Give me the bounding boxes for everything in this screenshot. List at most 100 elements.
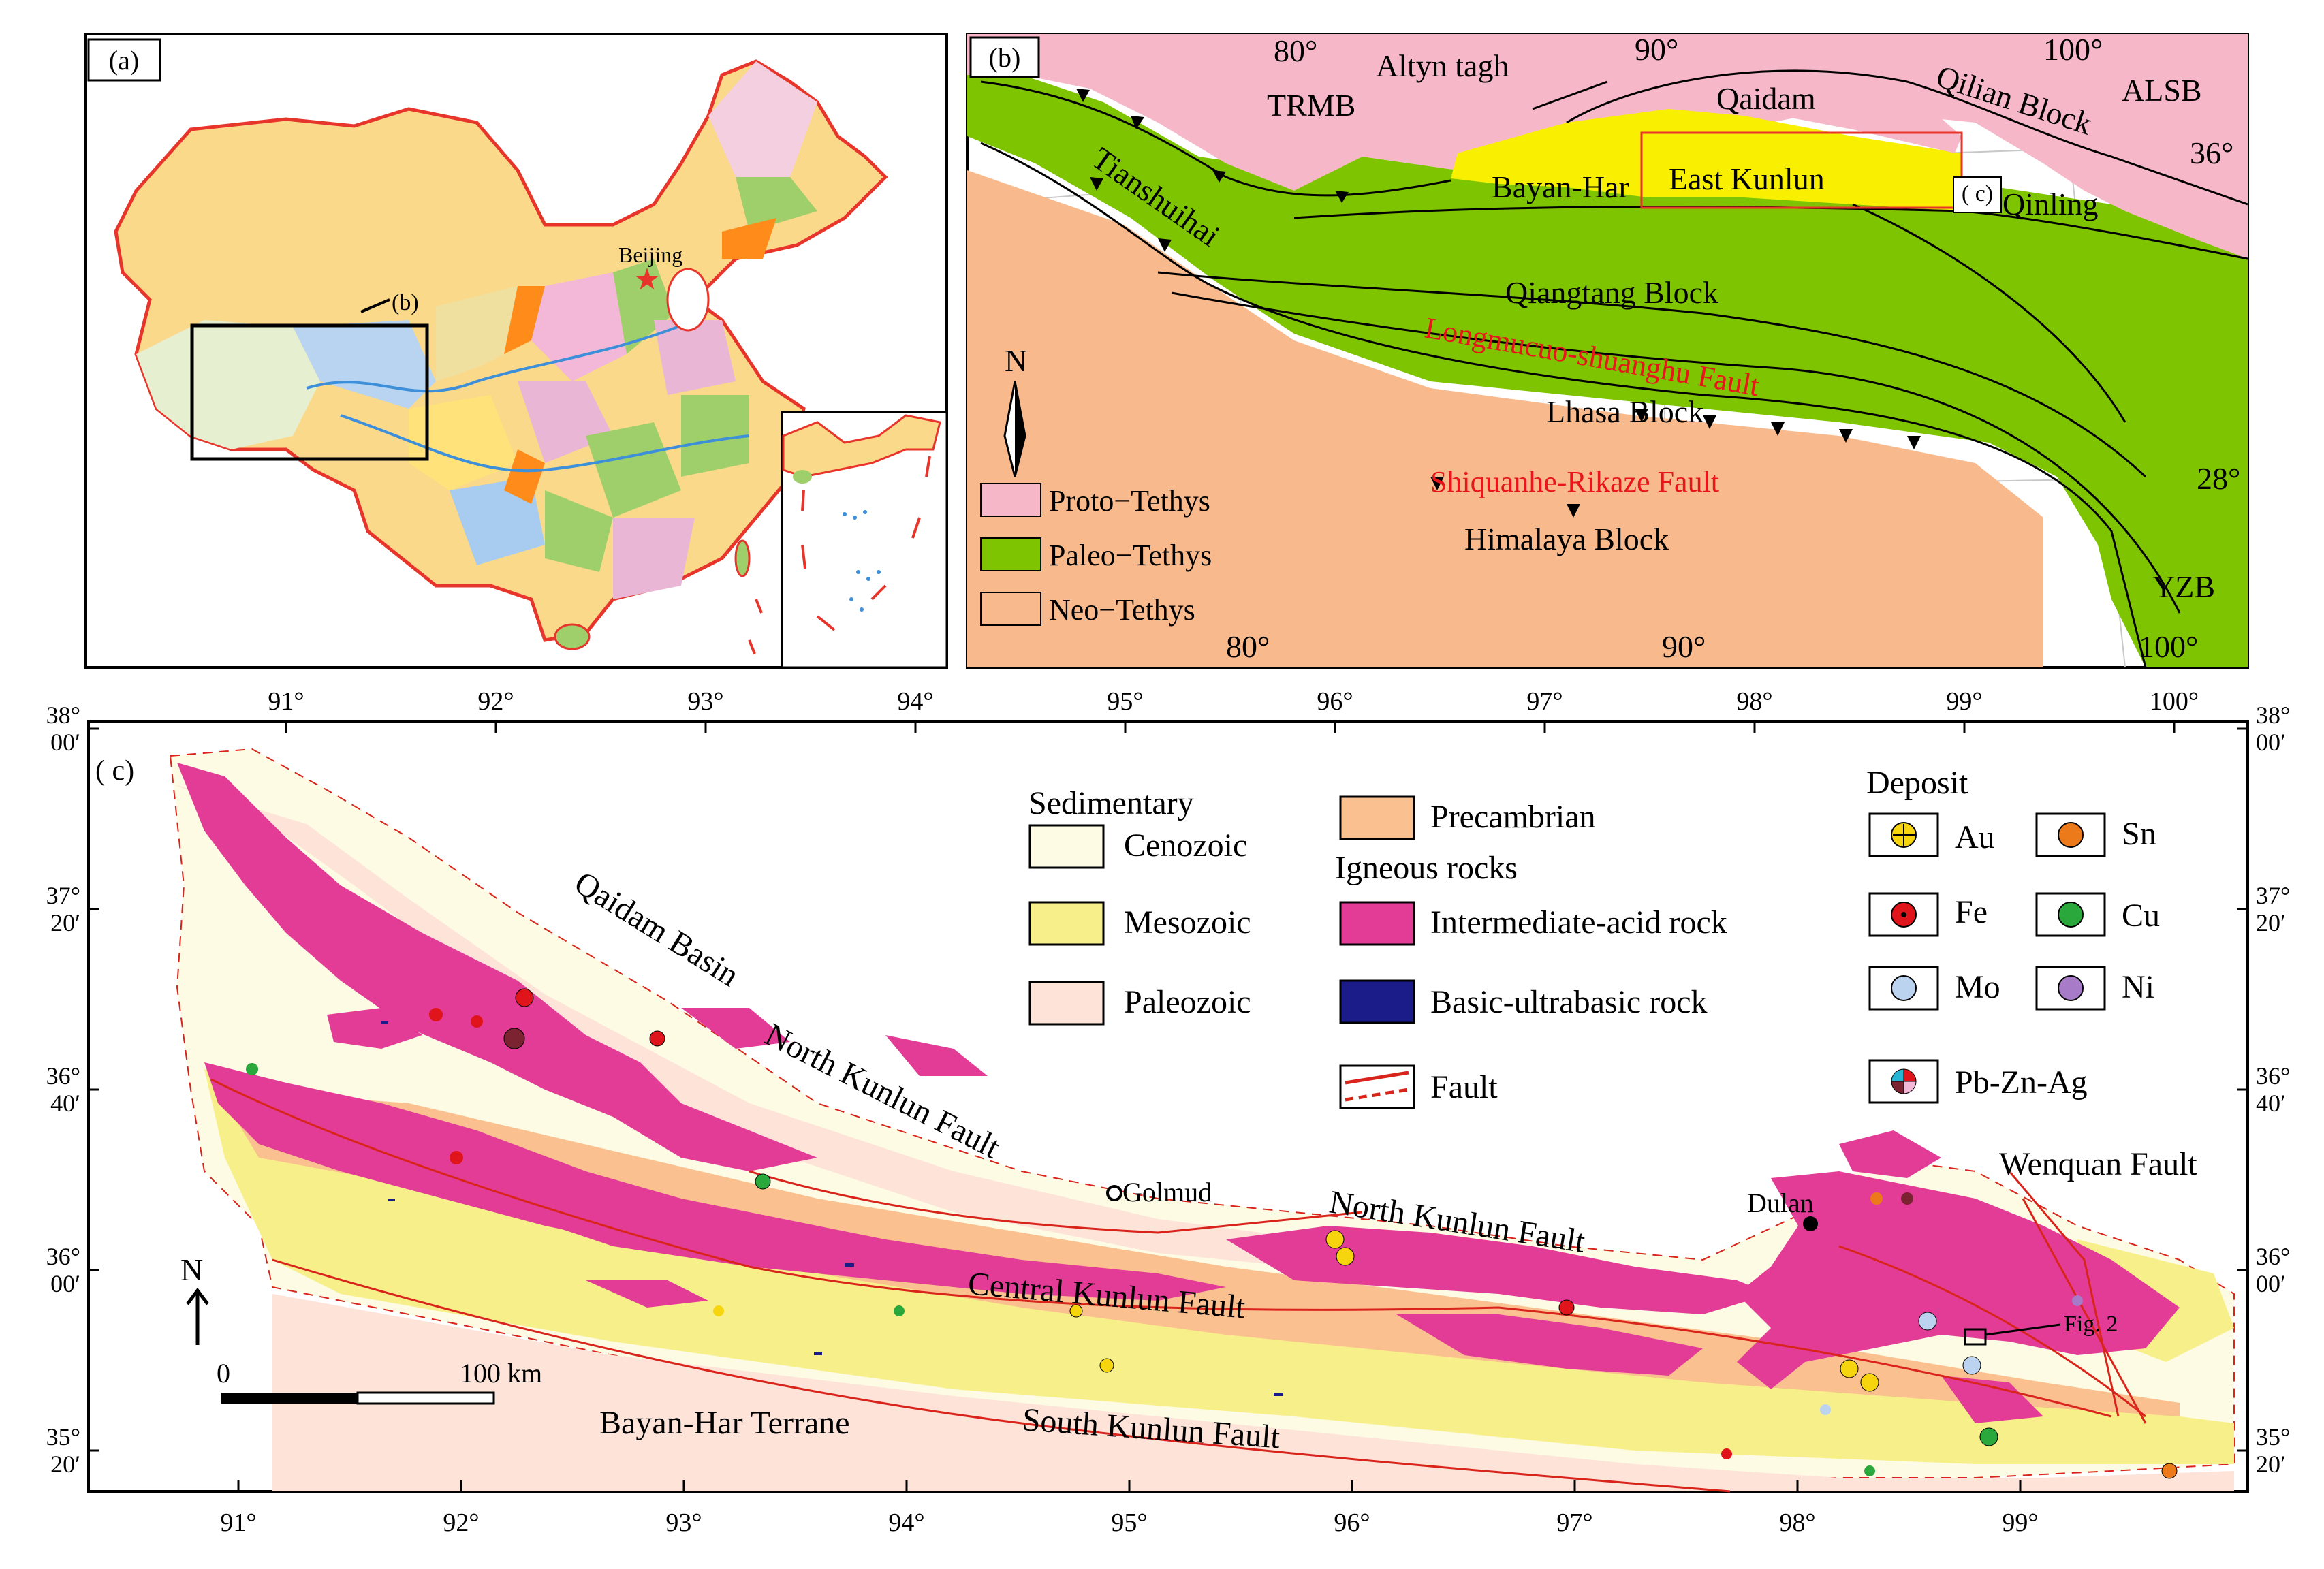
east-kunlun-zone [1451,109,1962,211]
legend-mesozoic-swatch [1028,901,1105,946]
top-lon-label: 91° [268,687,304,716]
north-label-b: N [1005,343,1027,378]
panel-c-label-box [92,749,160,789]
yzb-label: YZB [2152,569,2215,604]
province-chongqing [504,449,545,504]
right-lat-min: 20′ [2256,1451,2286,1478]
legend-fe-label: Fe [1955,894,1988,930]
province-gansu [436,286,531,381]
shiquanhe-label: Shiquanhe-Rikaze Fault [1430,465,1719,498]
inset-dashed-line [801,456,931,631]
legend-basic-label: Basic-ultrabasic rock [1430,984,1708,1020]
paleozoic-area [272,1294,2234,1491]
legend-deposit-title: Deposit [1866,765,1968,801]
hainan-island [554,623,591,650]
top-lon-label: 95° [1107,687,1143,716]
province-heilongjiang [708,61,817,177]
legend-fault-solid [1345,1071,1409,1085]
province-anhui [681,395,749,477]
lat36-label: 36° [2190,136,2233,170]
qaidam-label: Qaidam [1716,81,1816,116]
legend-proto-swatch [980,483,1041,517]
panel-c-faults [210,1078,2147,1493]
province-shaanxi [531,272,627,381]
top-lon-label: 93° [687,687,723,716]
bottom-lon-label: 97° [1556,1508,1592,1537]
alsb-label: ALSB [2122,73,2202,108]
fe-dot-icon [1901,912,1906,917]
fig2-label: Fig. 2 [2064,1312,2118,1337]
scale-bar-white [356,1391,495,1405]
province-shanxi [613,259,674,354]
bayanhar-label: Bayan-Har [1492,170,1629,204]
legend-cenozoic-label: Cenozoic [1124,827,1247,863]
beijing-label: Beijing [618,242,682,267]
cu-icon [2058,902,2084,928]
dulan-label: Dulan [1747,1188,1814,1218]
sn-icon [2058,822,2084,848]
top-lon-label: 94° [897,687,933,716]
legend-proto-label: Proto−Tethys [1049,484,1210,518]
top-lon-label: 99° [1946,687,1982,716]
left-lat-deg: 36° [46,1062,80,1090]
inset-islands [843,510,881,612]
deposit-markers [246,988,2178,1479]
golmud-marker-icon [1106,1185,1122,1201]
right-lat-min: 00′ [2256,729,2286,756]
legend-ni-label: Ni [2122,969,2154,1005]
fig2-leader [1985,1323,2061,1336]
right-lat-deg: 36° [2256,1243,2290,1270]
fig2-box [1964,1328,1987,1346]
left-lat-min: 20′ [50,1451,80,1478]
legend-neo-swatch [980,592,1041,626]
panel-a-label-box [87,38,161,82]
pbznag-icon [1891,1068,1917,1094]
panel-c-label: ( c) [95,755,134,787]
province-guangxi [545,490,613,572]
left-lat-deg: 36° [46,1243,80,1270]
legend-intermediate-swatch [1339,901,1415,946]
province-jilin [736,177,817,232]
mo-icon [1891,975,1917,1001]
bottom-lon-label: 95° [1111,1508,1147,1537]
panel-c: Golmud Dulan Qaidam Basin North Kunlun F… [46,687,2291,1537]
left-lat-min: 40′ [50,1090,80,1117]
beijing-star-icon: ★ [633,263,660,296]
subduction-teeth [1076,89,1921,518]
bottom-lon-label: 96° [1334,1508,1370,1537]
lat28-label: 28° [2197,461,2240,496]
yellow-river [306,319,695,393]
right-lat-deg: 36° [2256,1062,2290,1090]
legend-fault-swatch [1339,1064,1415,1109]
province-jiangxi [586,422,681,518]
altyn-label: Altyn tagh [1376,48,1509,83]
top-lon-label: 92° [477,687,514,716]
right-lat-deg: 38° [2256,701,2290,729]
intermediate-acid-rock [177,763,2180,1423]
wenquan-fault-label: Wenquan Fault [1999,1146,2197,1182]
legend-paleozoic-label: Paleozoic [1124,984,1251,1020]
province-ningxia [504,286,545,354]
bohai-sea [666,268,710,332]
qinling-label: Qinling [2003,187,2099,221]
legend-sn-swatch [2035,812,2106,857]
legend-cu-label: Cu [2122,898,2160,934]
yangtze-river [340,414,750,473]
au-cross-icon [1893,824,1915,846]
bottom-lon-label: 99° [2002,1508,2038,1537]
mesozoic-area [204,1069,2234,1464]
bottom-lon-label: 92° [443,1508,479,1537]
north-label-c: N [180,1252,203,1287]
province-qinghai [293,320,436,409]
legend-fault-label: Fault [1430,1069,1498,1105]
legend-au-label: Au [1955,819,1995,855]
scale-zero: 0 [217,1358,230,1389]
right-lat-deg: 37° [2256,882,2290,909]
panel-c-extent-box [1640,131,1963,209]
legend-precambrian-label: Precambrian [1430,799,1596,835]
north-arrow-b-fill [1015,381,1025,477]
bottom-lon-label: 91° [220,1508,256,1537]
top-lon-label: 97° [1526,687,1563,716]
legend-cenozoic-swatch [1028,824,1105,869]
paleozoic-north [170,783,1498,1280]
